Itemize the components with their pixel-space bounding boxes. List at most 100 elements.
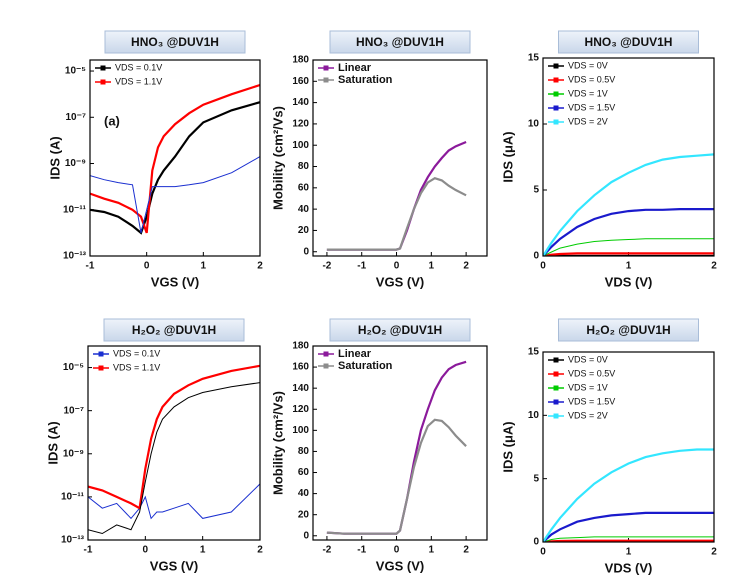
legend-label: VDS = 0V bbox=[568, 60, 608, 70]
legend-marker bbox=[553, 385, 559, 391]
legend-label: VDS = 2V bbox=[568, 410, 608, 420]
y-tick-label: 10⁻¹¹ bbox=[63, 204, 87, 215]
legend-label: Saturation bbox=[338, 74, 393, 86]
plot-frame bbox=[89, 59, 261, 257]
panel: H₂O₂ @DUV1H-2 -1 0 1 20204060801001201401601… bbox=[270, 318, 488, 573]
x-axis-label: VGS (V) bbox=[376, 274, 424, 289]
y-tick-label: 10⁻⁷ bbox=[65, 112, 86, 123]
legend-label: Linear bbox=[338, 62, 372, 74]
legend-marker bbox=[553, 119, 559, 125]
x-axis-label: VGS (V) bbox=[150, 558, 198, 573]
x-tick-label: 1 bbox=[200, 545, 206, 556]
x-axis-label: VGS (V) bbox=[151, 274, 199, 289]
x-tick-label: 2 bbox=[463, 261, 469, 272]
plot-frame bbox=[312, 59, 488, 257]
x-tick-label: 1 bbox=[429, 261, 435, 272]
legend-marker bbox=[553, 371, 559, 377]
y-tick-label: 180 bbox=[292, 341, 309, 352]
x-tick-label: 1 bbox=[626, 261, 632, 272]
y-tick-label: 140 bbox=[292, 97, 309, 108]
y-tick-label: 160 bbox=[292, 362, 309, 373]
legend-marker bbox=[100, 65, 106, 71]
y-tick-label: 60 bbox=[298, 182, 310, 193]
y-tick-label: 15 bbox=[528, 347, 540, 358]
panel: HNO₃ @DUV1H -1 0 1 2 10⁻¹³ 10⁻¹¹ 10⁻⁹ 10⁻⁷ 10⁻⁵ VD… bbox=[47, 30, 263, 289]
x-tick-label: 0 bbox=[394, 545, 400, 556]
x-tick-label: 2 bbox=[257, 545, 263, 556]
y-tick-label: 120 bbox=[292, 404, 309, 415]
y-tick-label: 0 bbox=[303, 530, 309, 541]
y-tick-label: 0 bbox=[533, 537, 539, 548]
y-tick-label: 10⁻⁹ bbox=[63, 448, 84, 459]
legend-marker bbox=[98, 365, 104, 371]
legend-marker bbox=[323, 363, 329, 369]
x-axis-label: VDS (V) bbox=[605, 274, 653, 289]
panel: HNO₃ @DUV1H-2 -1 0 1 20204060801001201401601… bbox=[270, 30, 488, 289]
y-tick-label: 60 bbox=[298, 467, 310, 478]
chart-title: HNO₃ @DUV1H bbox=[585, 35, 673, 49]
y-tick-label: 10⁻⁵ bbox=[65, 66, 86, 77]
y-tick-label: 160 bbox=[292, 76, 309, 87]
x-tick-label: -1 bbox=[357, 261, 366, 272]
x-axis-label: VDS (V) bbox=[605, 560, 653, 575]
y-tick-label: 5 bbox=[533, 473, 539, 484]
data-line bbox=[88, 382, 260, 535]
plot-frame bbox=[542, 351, 715, 543]
legend-label: VDS = 0V bbox=[568, 354, 608, 364]
legend-marker bbox=[553, 105, 559, 111]
legend-marker bbox=[553, 77, 559, 83]
data-line bbox=[326, 418, 467, 535]
panel: HNO₃ @DUV1H 0 1 2 0 5 10 15 VDS = 0V VDS = 0.5V VD… bbox=[500, 30, 717, 289]
data-line bbox=[326, 177, 467, 251]
data-line bbox=[543, 238, 714, 256]
legend-marker bbox=[553, 63, 559, 69]
y-axis-label: Mobility (cm²/Vs) bbox=[270, 106, 285, 210]
chart-title: H₂O₂ @DUV1H bbox=[132, 323, 216, 337]
y-tick-label: 100 bbox=[292, 425, 309, 436]
legend-marker bbox=[553, 399, 559, 405]
data-line bbox=[543, 536, 714, 542]
annotation: (a) bbox=[104, 113, 120, 128]
y-tick-label: 10⁻⁵ bbox=[63, 362, 84, 373]
legend-marker bbox=[100, 79, 106, 85]
y-axis-label: IDS (A) bbox=[47, 136, 62, 179]
legend-label: VDS = 1V bbox=[568, 382, 608, 392]
x-tick-label: -1 bbox=[357, 545, 366, 556]
plot-frame bbox=[312, 345, 488, 541]
legend-label: VDS = 1.1V bbox=[113, 362, 160, 372]
data-line bbox=[88, 364, 260, 510]
y-tick-label: 40 bbox=[298, 488, 310, 499]
legend-label: VDS = 2V bbox=[568, 116, 608, 126]
legend-marker bbox=[323, 351, 329, 357]
data-line bbox=[543, 153, 714, 256]
legend-label: VDS = 0.5V bbox=[568, 74, 615, 84]
x-tick-label: -2 bbox=[322, 261, 331, 272]
y-axis-label: IDS (A) bbox=[45, 421, 60, 464]
legend-marker bbox=[553, 357, 559, 363]
y-tick-label: 10⁻¹¹ bbox=[61, 492, 85, 503]
y-tick-label: 20 bbox=[298, 225, 310, 236]
chart-title: HNO₃ @DUV1H bbox=[356, 35, 444, 49]
y-axis-label: Mobility (cm²/Vs) bbox=[270, 391, 285, 495]
title-box bbox=[558, 318, 699, 342]
data-line bbox=[326, 360, 467, 535]
chart-title: H₂O₂ @DUV1H bbox=[358, 323, 442, 337]
y-tick-label: 120 bbox=[292, 119, 309, 130]
title-box bbox=[329, 30, 471, 54]
y-tick-label: 0 bbox=[533, 251, 539, 262]
title-box bbox=[104, 30, 246, 54]
title-box bbox=[329, 318, 471, 342]
y-tick-label: 15 bbox=[528, 53, 540, 64]
legend-label: VDS = 1.5V bbox=[568, 102, 615, 112]
x-tick-label: 2 bbox=[711, 261, 717, 272]
x-tick-label: 0 bbox=[540, 261, 546, 272]
x-tick-label: 1 bbox=[429, 545, 435, 556]
panel: H₂O₂ @DUV1H -1 0 1 2 10⁻¹³ 10⁻¹¹ 10⁻⁹ 10⁻⁷ 10⁻⁵ VD… bbox=[45, 318, 263, 573]
y-tick-label: 5 bbox=[533, 185, 539, 196]
legend-label: VDS = 1.5V bbox=[568, 396, 615, 406]
data-line bbox=[90, 83, 260, 234]
chart-title: H₂O₂ @DUV1H bbox=[586, 323, 670, 337]
y-tick-label: 10⁻⁹ bbox=[65, 158, 86, 169]
data-line bbox=[543, 511, 714, 542]
